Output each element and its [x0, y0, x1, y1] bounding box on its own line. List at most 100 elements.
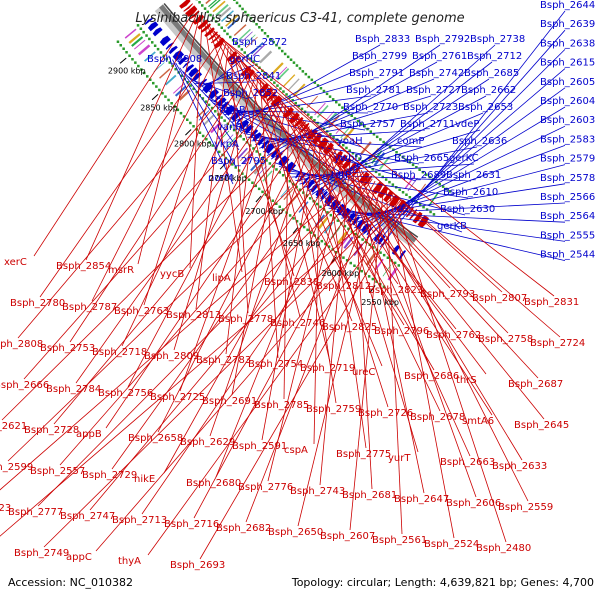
tick-dot — [258, 153, 262, 156]
minus-gene-label: Bsph_2778 — [218, 314, 273, 325]
minus-gene-label: thrS — [456, 375, 477, 386]
tick-label: 2650 kbp — [283, 239, 321, 248]
tick-dot — [247, 178, 251, 181]
tick-dot — [418, 203, 422, 206]
tick-dot — [161, 92, 164, 95]
plus-gene-label: Bsph_2727 — [406, 85, 461, 96]
minus-gene-label: Bsph_2629 — [180, 437, 235, 448]
tick-label: 2600 kbp — [322, 269, 360, 278]
plus-strand-gene — [147, 21, 159, 32]
tick-dot — [301, 70, 305, 73]
tick-dot — [189, 84, 192, 87]
minus-feature-bar — [316, 105, 329, 118]
tick-dot — [246, 13, 250, 17]
tick-dot — [429, 210, 432, 214]
plus-leader-line — [212, 102, 363, 148]
minus-gene-label: Bsph_2796 — [374, 326, 429, 337]
tick-dot — [255, 150, 258, 153]
minus-gene-label: Bsph_2831 — [524, 297, 579, 308]
minus-leader-line — [157, 128, 313, 433]
tick-mark — [119, 57, 127, 64]
minus-feature-bar — [212, 0, 226, 13]
tick-dot — [382, 140, 385, 144]
plus-strand-gene — [239, 119, 250, 130]
tick-dot — [158, 88, 161, 92]
tick-dot — [223, 29, 226, 33]
tick-dot — [353, 117, 357, 120]
tick-dot — [227, 160, 231, 163]
minus-gene-label: Bsph_2807 — [472, 293, 527, 304]
plus-leader-line — [197, 64, 255, 88]
plus-gene-label: Bsph_2791 — [349, 68, 404, 79]
plus-leader-line — [175, 63, 237, 168]
tick-dot — [142, 30, 145, 34]
plus-leader-line — [190, 79, 249, 100]
tick-dot — [310, 116, 313, 119]
minus-gene-label: Bsph_2621 — [0, 421, 27, 432]
plus-feature-bar — [283, 188, 294, 201]
plus-feature-bar — [131, 36, 144, 47]
tick-dot — [251, 181, 254, 184]
tick-dot — [356, 119, 360, 123]
minus-leader-line — [39, 38, 222, 298]
minus-leader-line — [319, 161, 351, 486]
plus-gene-label: Bsph_2685 — [464, 68, 519, 79]
plus-strand-gene — [264, 142, 275, 154]
tick-mark — [370, 285, 376, 293]
minus-gene-label: Bsph_2557 — [30, 466, 85, 477]
tick-dot — [366, 127, 369, 131]
tick-dot — [217, 23, 221, 26]
minus-leader-line — [290, 109, 337, 404]
minus-leader-line — [330, 144, 523, 461]
tick-dot — [212, 17, 215, 20]
plus-feature-bar — [138, 44, 151, 56]
minus-leader-line — [37, 174, 367, 507]
tick-dot — [322, 208, 326, 211]
tick-dot — [381, 175, 384, 179]
tick-dot — [288, 179, 292, 183]
minus-gene-label: Bsph_2524 — [424, 539, 479, 550]
tick-dot — [140, 68, 143, 71]
tick-dot — [325, 92, 329, 96]
minus-leader-line — [143, 43, 227, 306]
plus-gene-label: Bsph_2583 — [540, 134, 595, 145]
plus-gene-label: Bsph_2689 — [391, 170, 446, 181]
tick-dot — [371, 168, 374, 171]
tick-dot — [249, 16, 253, 20]
tick-dot — [382, 253, 386, 257]
plus-gene-label: Bsph_2781 — [346, 85, 401, 96]
tick-dot — [174, 67, 177, 71]
tick-dot — [332, 135, 335, 139]
plus-gene-label: Bsph_2644 — [540, 0, 595, 11]
tick-dot — [198, 131, 202, 134]
plus-gene-label: gerKC — [449, 153, 479, 164]
tick-dot — [397, 264, 400, 267]
tick-dot — [336, 219, 340, 222]
plus-gene-label: Bsph_2742 — [409, 68, 464, 79]
minus-leader-line — [189, 17, 203, 269]
plus-feature-bar — [124, 28, 137, 39]
tick-dot — [288, 96, 291, 99]
tick-dot — [353, 264, 356, 267]
tick-dot — [278, 205, 281, 208]
tick-dot — [384, 178, 388, 181]
minus-gene-label: Bsph_2854 — [56, 261, 111, 272]
tick-dot — [153, 44, 157, 47]
plus-strand-gene — [188, 67, 199, 78]
minus-gene-label: Bsph_2678 — [410, 412, 465, 423]
minus-leader-line — [322, 138, 367, 449]
tick-dot — [305, 194, 308, 197]
tick-dot — [239, 135, 242, 138]
tick-dot — [152, 81, 155, 85]
tick-dot — [276, 84, 279, 87]
minus-leader-line — [204, 20, 243, 273]
tick-dot — [159, 51, 163, 54]
plus-gene-label: norM — [208, 173, 233, 184]
minus-leader-line — [179, 102, 284, 392]
tick-dot — [252, 147, 255, 150]
tick-dot — [345, 259, 349, 262]
plus-gene-label: tetP — [331, 170, 351, 181]
minus-feature-bar — [283, 74, 296, 87]
tick-dot — [372, 133, 376, 136]
minus-gene-label: Bsph_2753 — [40, 343, 95, 354]
